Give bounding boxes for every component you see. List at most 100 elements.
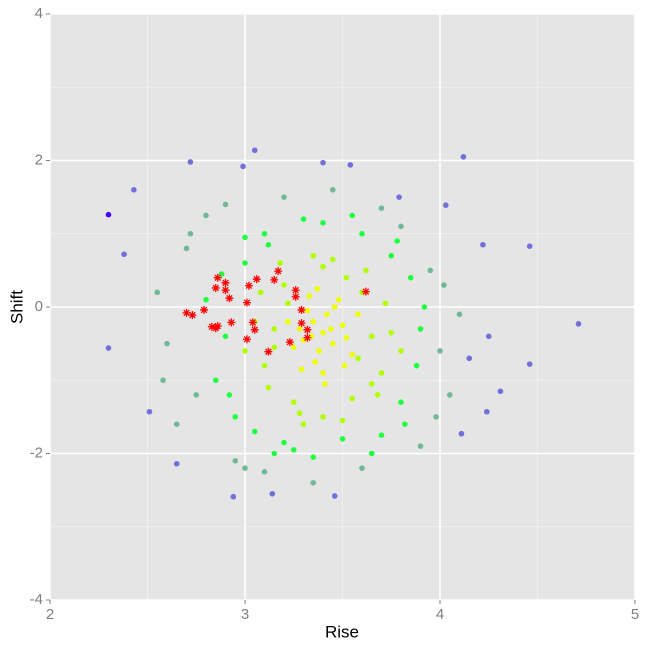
point [575,321,582,327]
star-point [274,267,283,276]
point [285,300,291,307]
point [526,361,533,367]
y-tick-label: 2 [35,151,43,168]
point [300,337,307,343]
point [290,447,297,453]
point [398,348,404,354]
star-point [361,287,370,296]
point [281,439,287,446]
y-tick-label: -4 [30,591,43,608]
star-point [182,308,191,317]
star-point [250,325,259,334]
point [343,334,350,341]
point [441,282,447,288]
point [421,304,428,310]
point [281,194,287,200]
y-tick-label: 4 [35,5,43,22]
point [378,432,385,438]
point [257,289,264,296]
star-point [244,281,253,290]
point [304,307,311,314]
point [269,490,276,497]
point [324,311,330,318]
star-point [221,278,230,287]
star-point [264,347,273,356]
point [230,493,237,500]
point [261,230,268,237]
point [398,399,404,406]
star-point [221,286,230,295]
star-point [188,311,197,320]
point [339,436,346,442]
point [443,202,449,208]
point [300,421,307,428]
point [314,285,320,292]
point [316,348,322,354]
point [349,395,356,402]
point [368,450,375,457]
point [433,414,439,420]
star-point [225,294,234,303]
star-point [211,283,220,292]
point [312,359,319,365]
point [290,344,297,351]
point [456,311,463,318]
point [203,296,209,303]
point [341,362,348,369]
point [193,392,200,398]
point [349,351,356,358]
point [359,465,365,471]
point [310,454,317,460]
y-tick-label: -2 [30,444,43,461]
point [320,414,326,420]
star-point [297,319,306,328]
point [368,381,375,387]
point [347,162,354,168]
point [105,345,112,351]
point [396,194,402,200]
point [320,219,326,226]
point [277,260,283,266]
point [458,430,465,437]
star-point [200,305,209,314]
grid [49,13,636,601]
star-point [213,322,222,331]
star-point [213,273,222,282]
point [222,201,229,208]
point [296,326,303,332]
point [417,326,424,332]
point [460,154,467,160]
point [339,322,346,329]
point [329,340,336,347]
point [265,384,272,391]
point [242,348,248,354]
point [320,329,326,336]
point [497,388,504,395]
point [173,421,180,428]
point [328,326,334,332]
point [298,366,305,373]
point [359,230,365,237]
star-point [303,333,312,342]
point [183,245,190,252]
point [310,318,317,325]
point [378,370,385,376]
star-point [270,275,279,284]
point [164,340,170,347]
point [285,318,291,325]
x-tick-label: 2 [46,606,54,623]
point [300,216,307,222]
point [402,421,408,428]
point [271,450,278,457]
point [343,274,350,281]
point [388,252,395,259]
point [368,333,375,340]
point [251,147,258,154]
point [388,329,395,336]
point [281,282,287,288]
point [466,355,473,362]
star-point [297,305,306,314]
star-point [227,318,236,327]
point [242,465,248,471]
point [446,392,453,398]
